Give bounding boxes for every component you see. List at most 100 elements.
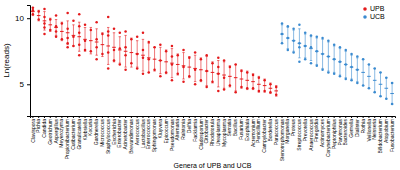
- point: [339, 75, 342, 78]
- x-tick-mark: [200, 116, 201, 118]
- point: [95, 21, 98, 24]
- point: [171, 79, 174, 82]
- error-cap: [142, 71, 144, 72]
- x-tick-mark: [154, 116, 155, 118]
- x-tick-mark: [171, 116, 172, 118]
- error-cap: [223, 61, 225, 62]
- error-cap: [113, 61, 115, 62]
- error-cap: [78, 51, 80, 52]
- mean-marker: [292, 40, 296, 41]
- mean-marker: [77, 36, 81, 37]
- error-bar: [368, 64, 370, 88]
- point: [223, 88, 226, 91]
- x-tick-mark: [142, 116, 143, 118]
- error-bar: [200, 58, 202, 82]
- error-cap: [61, 40, 63, 41]
- error-cap: [84, 27, 86, 28]
- mean-marker: [147, 57, 151, 58]
- point: [333, 72, 336, 75]
- point: [321, 37, 324, 40]
- series-upb: [31, 6, 278, 96]
- error-cap: [258, 76, 260, 77]
- x-tick-mark: [50, 116, 51, 118]
- point: [136, 67, 139, 70]
- error-cap: [298, 28, 300, 29]
- point: [281, 22, 284, 25]
- error-cap: [200, 81, 202, 82]
- x-tick-mark: [177, 116, 178, 118]
- error-bar: [211, 62, 213, 83]
- error-bar: [159, 47, 161, 73]
- mean-marker: [31, 11, 35, 12]
- mean-marker: [60, 31, 64, 32]
- error-bar: [113, 33, 115, 62]
- point: [84, 24, 87, 27]
- error-cap: [339, 48, 341, 49]
- error-cap: [310, 60, 312, 61]
- plot-area: [31, 6, 394, 105]
- error-bar: [234, 64, 236, 90]
- error-bar: [298, 29, 300, 58]
- point: [304, 31, 307, 34]
- x-tick-mark: [73, 116, 74, 118]
- error-cap: [356, 81, 358, 82]
- mean-marker: [72, 35, 76, 36]
- error-cap: [49, 31, 51, 32]
- error-cap: [171, 77, 173, 78]
- x-tick-mark: [32, 116, 33, 118]
- error-cap: [269, 82, 271, 83]
- error-cap: [240, 88, 242, 89]
- mean-marker: [216, 73, 220, 74]
- error-cap: [78, 22, 80, 23]
- x-tick-mark: [253, 116, 254, 118]
- mean-marker: [332, 59, 336, 60]
- legend-label: UCB: [370, 13, 385, 20]
- error-cap: [263, 92, 265, 93]
- mean-marker: [112, 47, 116, 48]
- error-bar: [304, 34, 306, 58]
- error-cap: [275, 85, 277, 86]
- x-tick: Fusobacterium: [389, 116, 395, 152]
- point: [124, 30, 127, 33]
- error-cap: [333, 72, 335, 73]
- error-cap: [72, 24, 74, 25]
- mean-marker: [141, 55, 145, 56]
- error-cap: [136, 40, 138, 41]
- error-cap: [385, 98, 387, 99]
- point: [298, 24, 301, 27]
- error-cap: [327, 42, 329, 43]
- point: [287, 49, 290, 52]
- x-tick-mark: [374, 116, 375, 118]
- mean-marker: [153, 59, 157, 60]
- x-tick-mark: [131, 116, 132, 118]
- error-cap: [84, 51, 86, 52]
- error-bar: [32, 8, 34, 16]
- error-cap: [37, 10, 39, 11]
- mean-marker: [315, 51, 319, 52]
- error-cap: [148, 43, 150, 44]
- error-cap: [177, 53, 179, 54]
- mean-marker: [309, 48, 313, 49]
- error-cap: [124, 67, 126, 68]
- error-cap: [165, 73, 167, 74]
- point: [292, 28, 295, 31]
- point: [205, 54, 208, 57]
- error-bar: [287, 27, 289, 48]
- error-cap: [304, 57, 306, 58]
- error-cap: [217, 60, 219, 61]
- error-bar: [61, 22, 63, 40]
- mean-marker: [164, 61, 168, 62]
- point: [327, 71, 330, 74]
- x-tick-mark: [305, 116, 306, 118]
- mean-marker: [356, 69, 360, 70]
- legend-label: UPB: [370, 5, 385, 12]
- error-bar: [66, 21, 68, 45]
- x-axis-line: [31, 117, 396, 119]
- error-bar: [333, 46, 335, 72]
- mean-marker: [350, 67, 354, 68]
- error-cap: [211, 82, 213, 83]
- error-cap: [153, 71, 155, 72]
- error-cap: [188, 56, 190, 57]
- mean-marker: [228, 76, 232, 77]
- x-tick-mark: [287, 116, 288, 118]
